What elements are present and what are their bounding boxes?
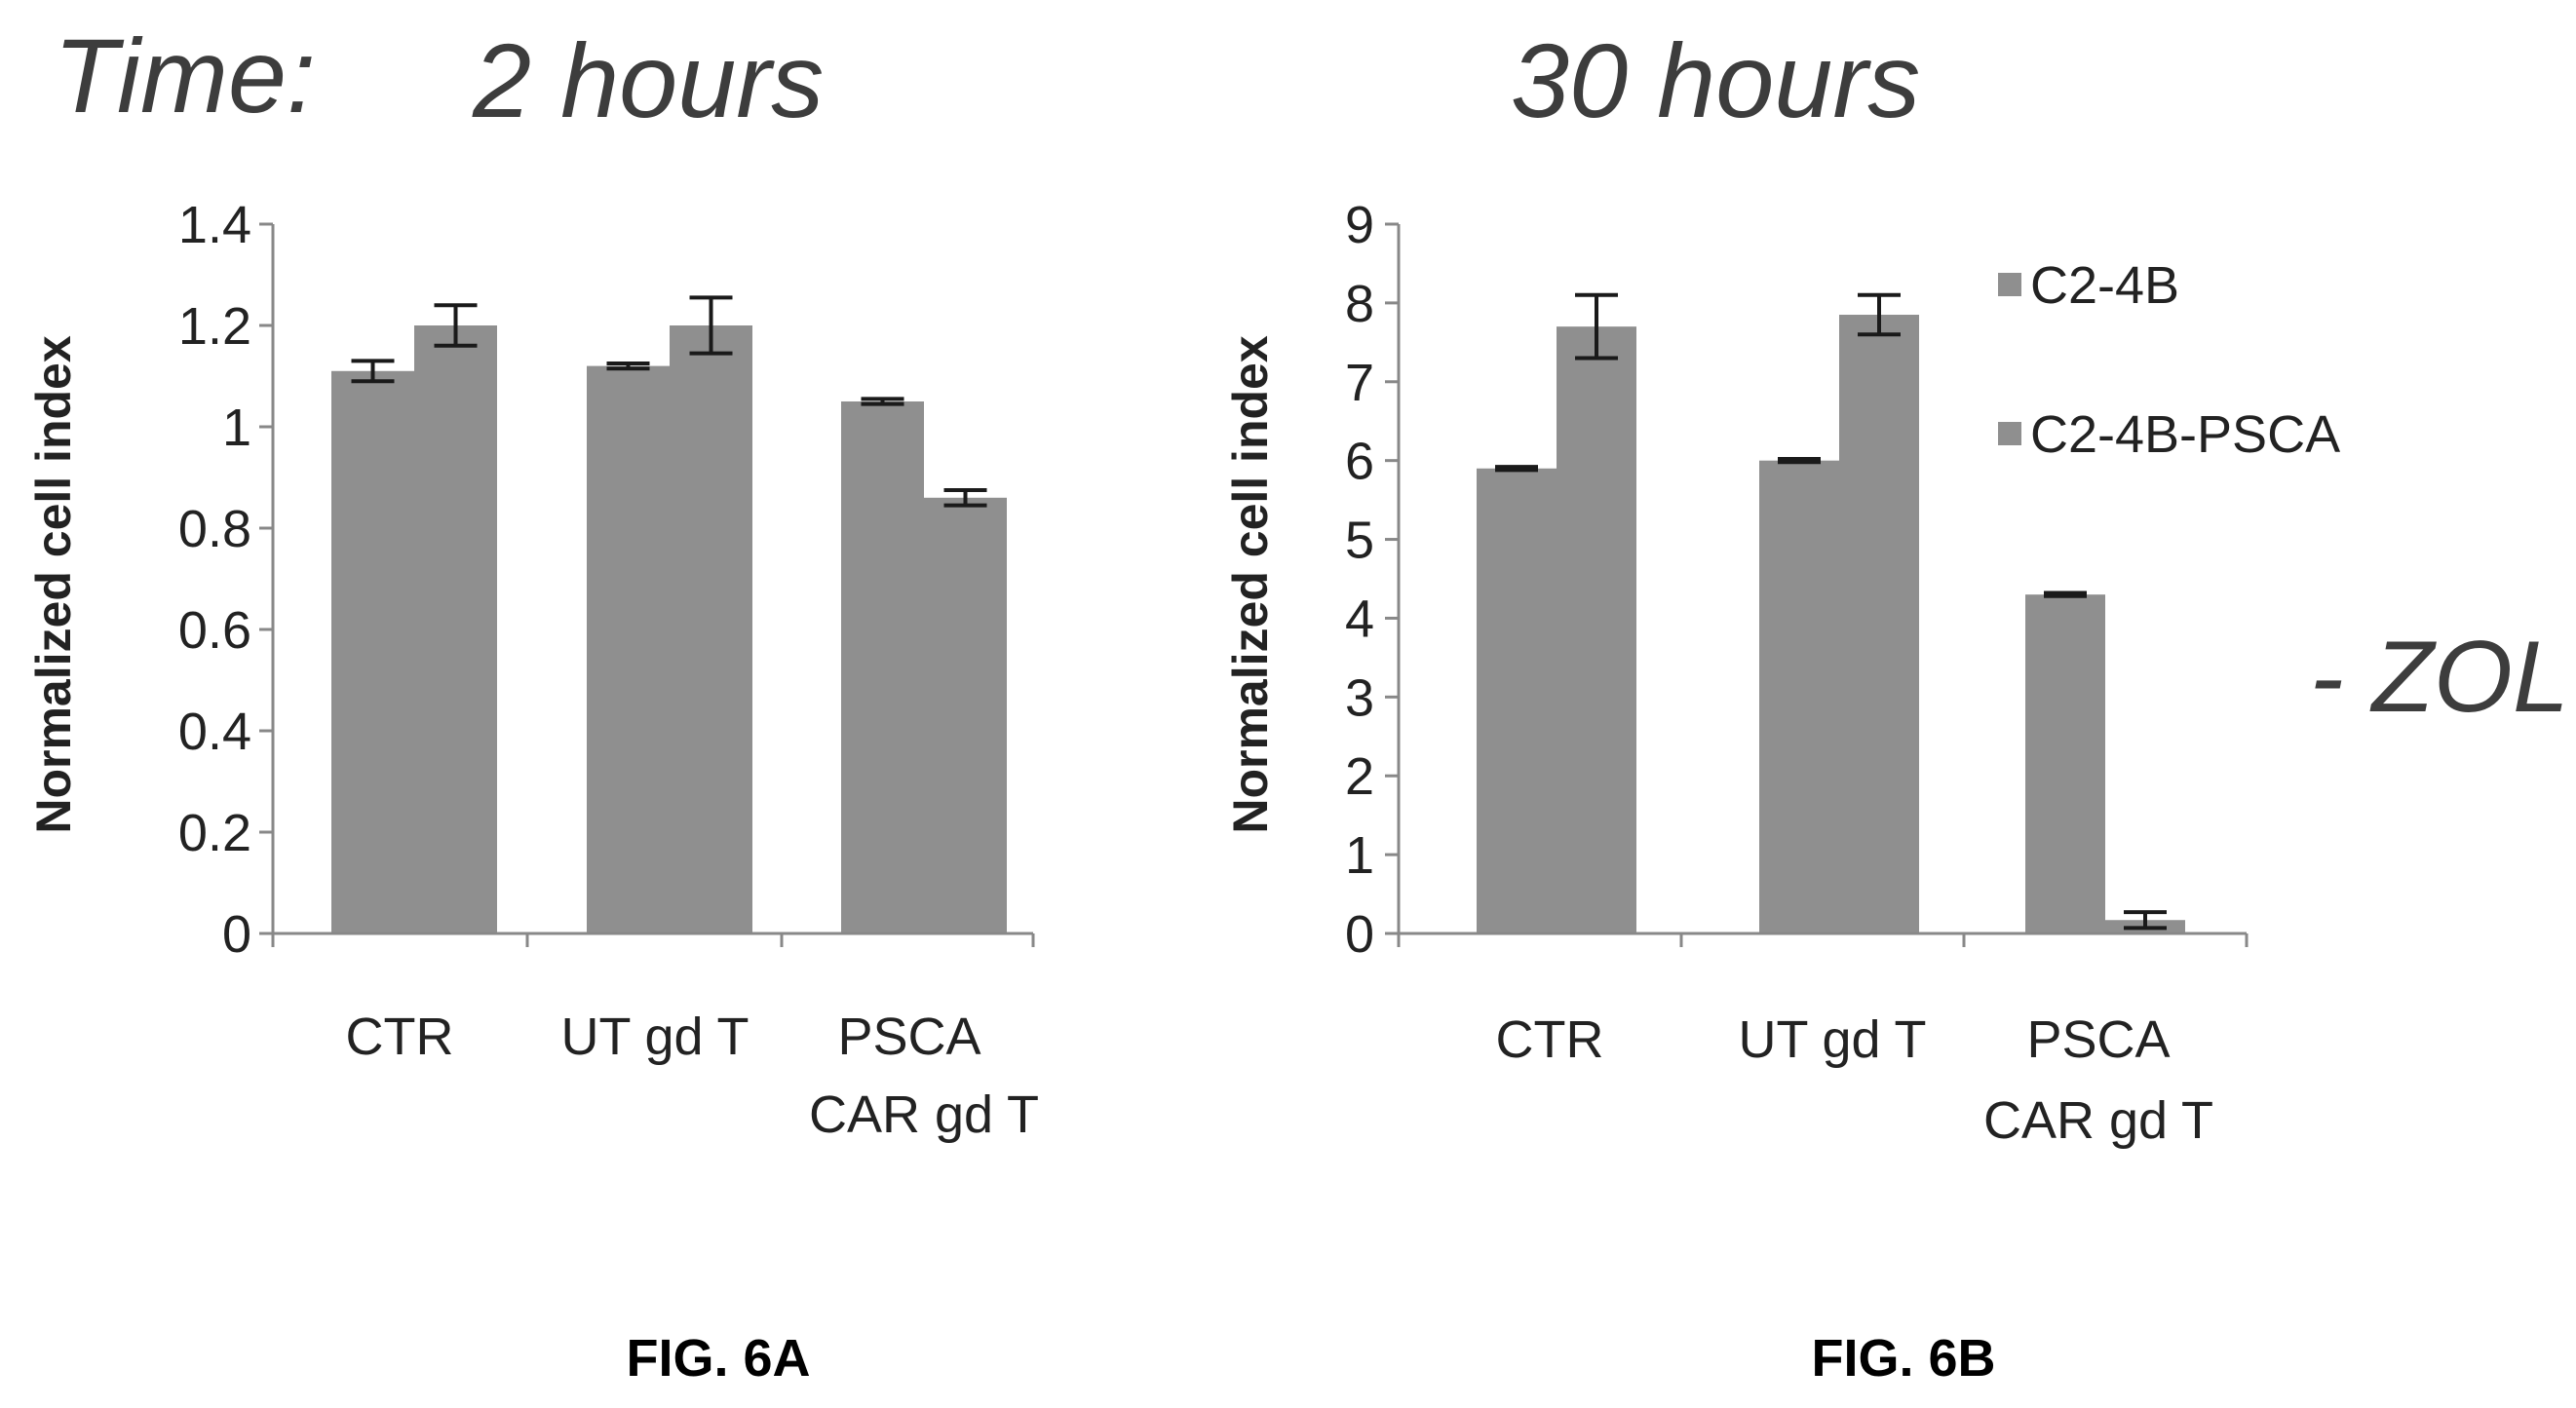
legend-swatch-c2-4b	[1998, 273, 2021, 296]
y-tick-label: 6	[1345, 433, 1374, 491]
y-tick-label: 0.4	[178, 703, 251, 761]
panel-b-y-axis-label: Normalized cell index	[1223, 335, 1278, 833]
error-bar	[943, 488, 987, 508]
y-tick-label: 4	[1345, 590, 1374, 648]
error-bar	[861, 397, 904, 406]
panel-a-bars	[331, 325, 1007, 934]
error-bar	[2044, 590, 2087, 598]
bar	[841, 401, 924, 933]
legend-label-c2-4b-psca: C2-4B-PSCA	[2030, 405, 2340, 464]
panel-b-title: 30 hours	[1511, 21, 1920, 139]
y-tick-label: 9	[1345, 196, 1374, 254]
error-bar	[606, 362, 650, 371]
error-bar	[689, 295, 733, 356]
panel-a-category-label: CTR	[346, 1008, 454, 1066]
panel-a-category-label: PSCA	[837, 1008, 980, 1066]
bar	[414, 325, 497, 933]
panel-b-category-labels: CTR UT gd T PSCA CAR gd T	[1496, 1010, 2214, 1150]
panel-b-category-label: PSCA	[2026, 1010, 2170, 1069]
panel-b-legend: C2-4B C2-4B-PSCA	[1998, 256, 2340, 464]
error-bar	[1778, 457, 1821, 465]
y-tick-label: 2	[1345, 747, 1374, 806]
chart-panel-b: 30 hours Normalized cell index 0 1 2 3 4 5 6 7 8…	[1223, 21, 2340, 1388]
y-tick-label: 0	[1345, 905, 1374, 964]
panel-a-category-label: UT gd T	[560, 1008, 749, 1066]
error-bar	[2124, 910, 2167, 931]
panel-b-y-ticks: 0 1 2 3 4 5 6 7 8 9	[1345, 196, 1399, 964]
panel-a-error-bars	[351, 295, 987, 508]
y-tick-label: 1.2	[178, 297, 251, 356]
y-tick-label: 0.6	[178, 601, 251, 660]
panel-a-x-ticks	[271, 933, 1035, 947]
panel-b-error-bars	[1495, 292, 2167, 931]
y-tick-label: 0.8	[178, 500, 251, 558]
bar	[1839, 315, 1919, 933]
error-bar	[1858, 292, 1901, 337]
panel-b-category-label: CAR gd T	[1983, 1091, 2213, 1150]
panel-a-category-label: CAR gd T	[809, 1085, 1039, 1144]
legend-label-c2-4b: C2-4B	[2030, 256, 2179, 315]
panel-b-x-ticks	[1397, 933, 2249, 947]
panel-b-category-label: CTR	[1496, 1010, 1604, 1069]
error-bar	[1575, 292, 1618, 361]
y-tick-label: 5	[1345, 512, 1374, 570]
panel-a-y-axis-label: Normalized cell index	[26, 335, 81, 833]
panel-a-figure-label: FIG. 6A	[626, 1329, 810, 1388]
bar	[924, 497, 1007, 933]
y-tick-label: 1.4	[178, 196, 251, 254]
panel-b-figure-label: FIG. 6B	[1811, 1329, 1995, 1388]
error-bar	[434, 303, 478, 348]
bar	[1759, 460, 1839, 933]
panel-a-title-prefix: Time:	[54, 17, 316, 134]
error-bar	[1495, 465, 1538, 473]
y-tick-label: 1	[1345, 826, 1374, 885]
panel-a-title: 2 hours	[472, 21, 824, 139]
legend-swatch-c2-4b-psca	[1998, 422, 2021, 445]
chart-panel-a: Time: 2 hours Normalized cell index 0 0.2…	[26, 17, 1039, 1388]
panel-a-category-labels: CTR UT gd T PSCA CAR gd T	[346, 1008, 1040, 1144]
side-note-zol: - ZOL	[2310, 621, 2569, 734]
bar	[670, 325, 752, 933]
y-tick-label: 8	[1345, 275, 1374, 333]
bar	[587, 365, 670, 934]
y-tick-label: 7	[1345, 354, 1374, 412]
y-tick-label: 1	[222, 399, 251, 457]
bar	[2025, 594, 2105, 933]
error-bar	[351, 359, 395, 384]
y-tick-label: 0.2	[178, 804, 251, 862]
y-tick-label: 0	[222, 905, 251, 964]
panel-a-y-ticks: 0 0.2 0.4 0.6 0.8 1 1.2 1.4	[178, 196, 273, 964]
bar	[1557, 326, 1636, 934]
panel-b-bars	[1477, 315, 2185, 934]
panel-b-category-label: UT gd T	[1738, 1010, 1926, 1069]
bar	[331, 370, 414, 933]
y-tick-label: 3	[1345, 668, 1374, 727]
bar	[1477, 468, 1557, 933]
